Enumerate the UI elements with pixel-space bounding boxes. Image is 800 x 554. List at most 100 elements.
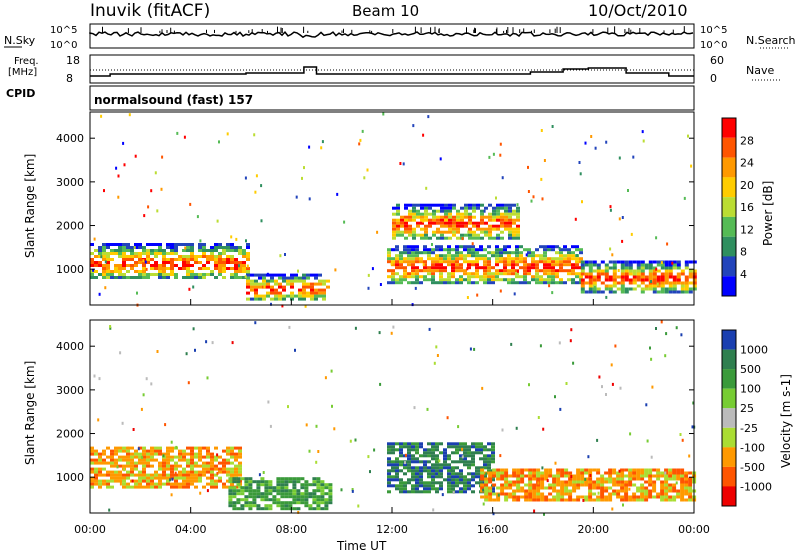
data-cell (684, 474, 689, 478)
data-cell (447, 254, 451, 258)
data-cell (484, 233, 488, 237)
data-cell (455, 254, 459, 258)
data-cell (392, 227, 396, 231)
data-cell (660, 275, 665, 279)
data-cell (568, 492, 573, 496)
data-cell (170, 455, 174, 459)
data-cell (102, 473, 106, 477)
data-cell (492, 474, 497, 478)
data-cell (292, 477, 297, 481)
data-cell (439, 466, 443, 470)
data-cell (535, 275, 539, 279)
data-cell (169, 478, 171, 482)
data-cell (186, 461, 190, 465)
data-cell (154, 473, 158, 477)
data-cell (475, 248, 479, 252)
data-cell (162, 452, 166, 456)
data-cell (214, 264, 218, 267)
data-cell (471, 445, 475, 449)
data-cell (246, 276, 250, 280)
data-cell (387, 251, 391, 255)
colorbar-tick: 1000 (740, 344, 768, 357)
data-cell (468, 221, 472, 225)
data-cell (130, 255, 134, 258)
data-cell (230, 470, 234, 474)
data-cell (532, 483, 537, 487)
data-cell (399, 445, 403, 449)
data-cell (660, 495, 665, 499)
data-cell (411, 445, 415, 449)
data-cell (571, 278, 575, 282)
data-cell (228, 501, 233, 505)
data-cell (415, 478, 419, 482)
data-cell (532, 468, 537, 472)
data-cell (270, 297, 274, 301)
data-cell (512, 227, 516, 231)
data-cell (439, 254, 443, 258)
data-cell (507, 263, 511, 267)
data-cell (154, 273, 158, 276)
data-cell (563, 257, 567, 261)
data-cell (431, 472, 435, 476)
data-cell (463, 475, 467, 479)
data-cell (234, 273, 238, 276)
data-cell (300, 501, 305, 505)
data-cell (632, 155, 635, 159)
data-cell (118, 473, 122, 477)
data-cell (608, 474, 613, 478)
data-cell (147, 205, 150, 209)
data-cell (451, 478, 455, 482)
data-cell (114, 276, 118, 279)
data-cell (580, 495, 585, 499)
data-cell (210, 249, 214, 252)
data-cell (431, 481, 435, 485)
data-cell (424, 212, 428, 216)
data-cell (196, 215, 199, 219)
data-cell (504, 203, 508, 207)
data-cell (536, 477, 541, 481)
data-cell (186, 473, 190, 477)
data-cell (664, 278, 669, 282)
data-cell (596, 278, 601, 282)
data-cell (676, 281, 681, 285)
data-cell (244, 501, 249, 505)
data-cell (487, 281, 491, 285)
data-cell (415, 442, 419, 446)
data-cell (431, 466, 435, 470)
data-cell (491, 460, 495, 464)
data-cell (166, 482, 170, 486)
data-cell (460, 233, 464, 237)
data-cell (412, 212, 416, 216)
data-cell (146, 479, 150, 483)
data-cell (142, 267, 146, 270)
data-cell (531, 278, 535, 282)
data-cell (612, 471, 617, 475)
data-cell (523, 266, 527, 270)
data-cell (424, 206, 428, 210)
data-cell (628, 269, 633, 273)
data-cell (427, 257, 431, 261)
data-cell (404, 215, 408, 219)
data-cell (187, 381, 190, 385)
data-cell (441, 493, 444, 497)
data-cell (232, 501, 237, 505)
data-cell (302, 297, 306, 301)
data-cell (443, 266, 447, 270)
data-cell (618, 156, 621, 160)
data-cell (604, 480, 609, 484)
data-cell (535, 281, 539, 285)
data-cell (466, 296, 469, 299)
freq-label-line2: [MHz] (8, 67, 37, 78)
data-cell (411, 460, 415, 464)
data-cell (202, 249, 206, 252)
data-cell (459, 266, 463, 270)
data-cell (500, 236, 504, 240)
data-cell (316, 480, 321, 484)
colorbar-swatch (722, 466, 736, 487)
data-cell (648, 468, 653, 472)
data-cell (162, 270, 166, 273)
data-cell (246, 285, 250, 289)
data-cell (102, 449, 106, 453)
data-cell (656, 260, 661, 264)
data-cell (324, 483, 329, 487)
